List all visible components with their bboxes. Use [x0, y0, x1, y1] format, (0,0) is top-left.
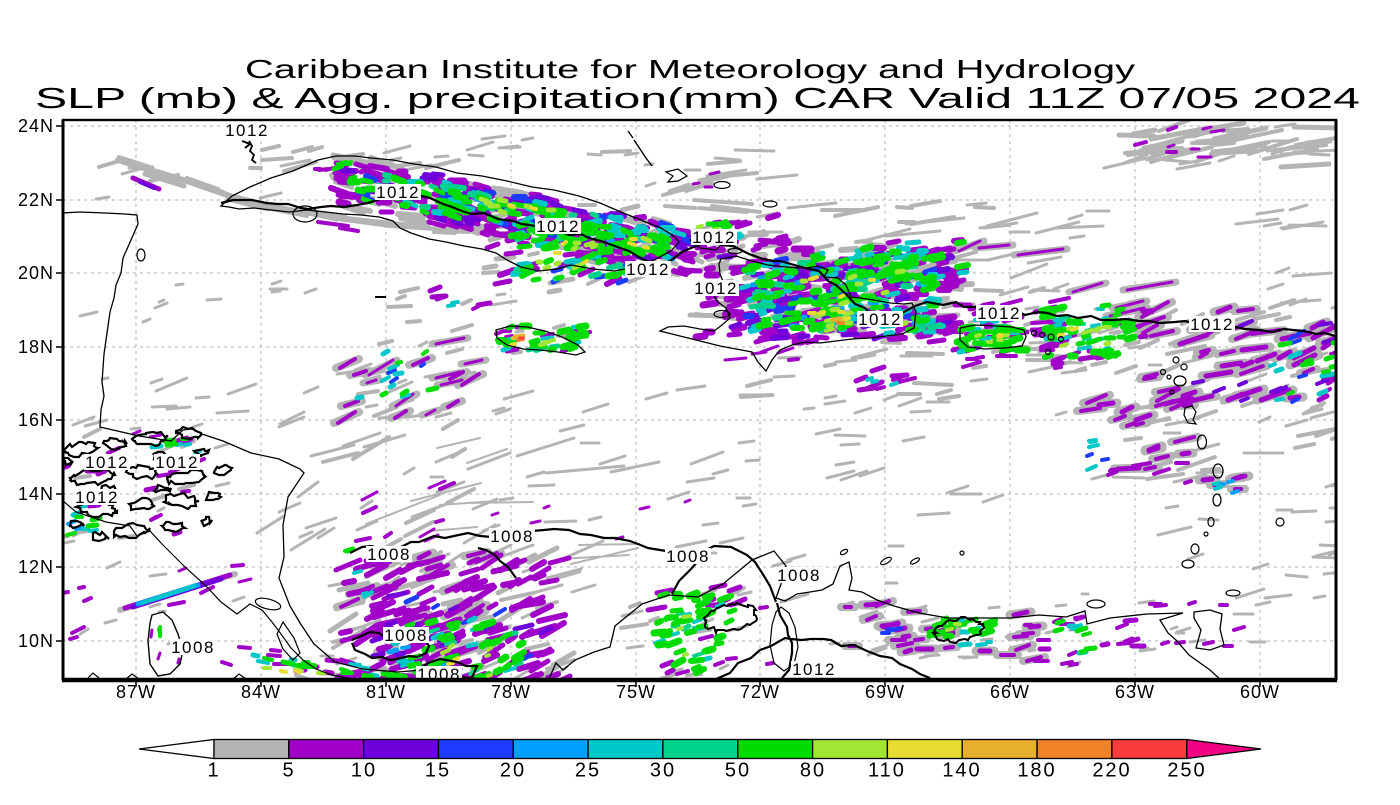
- svg-text:1012: 1012: [536, 217, 580, 236]
- svg-text:87W: 87W: [116, 682, 156, 702]
- svg-text:SLP (mb) & Agg. precipitation(: SLP (mb) & Agg. precipitation(mm) CAR Va…: [35, 83, 1360, 115]
- svg-text:140: 140: [942, 760, 981, 782]
- svg-text:1012: 1012: [376, 183, 420, 202]
- svg-text:180: 180: [1017, 760, 1056, 782]
- svg-text:1012: 1012: [75, 488, 119, 507]
- svg-text:1012: 1012: [858, 310, 902, 329]
- svg-text:1012: 1012: [225, 121, 269, 140]
- svg-text:10N: 10N: [18, 631, 54, 651]
- svg-text:1012: 1012: [977, 304, 1021, 323]
- svg-text:1012: 1012: [626, 260, 670, 279]
- svg-text:Caribbean Institute for Meteor: Caribbean Institute for Meteorology and …: [245, 54, 1135, 84]
- svg-text:1012: 1012: [1190, 315, 1234, 334]
- svg-text:75W: 75W: [616, 682, 656, 702]
- svg-text:18N: 18N: [18, 337, 54, 357]
- svg-text:69W: 69W: [865, 682, 905, 702]
- svg-text:1008: 1008: [171, 638, 215, 657]
- svg-text:60W: 60W: [1240, 682, 1280, 702]
- svg-text:220: 220: [1092, 760, 1131, 782]
- svg-text:250: 250: [1167, 760, 1206, 782]
- svg-text:84W: 84W: [241, 682, 281, 702]
- svg-text:15: 15: [425, 760, 451, 782]
- svg-text:63W: 63W: [1115, 682, 1155, 702]
- svg-text:1012: 1012: [85, 453, 129, 472]
- svg-text:14N: 14N: [18, 484, 54, 504]
- svg-text:72W: 72W: [740, 682, 780, 702]
- svg-text:1008: 1008: [384, 626, 428, 645]
- svg-text:1012: 1012: [694, 279, 738, 298]
- svg-text:24N: 24N: [18, 116, 54, 136]
- svg-text:66W: 66W: [990, 682, 1030, 702]
- svg-text:1008: 1008: [490, 527, 534, 546]
- svg-text:20N: 20N: [18, 263, 54, 283]
- svg-text:30: 30: [650, 760, 676, 782]
- svg-text:20: 20: [500, 760, 526, 782]
- svg-text:5: 5: [282, 760, 295, 782]
- svg-text:110: 110: [868, 760, 906, 782]
- svg-text:22N: 22N: [18, 190, 54, 210]
- svg-text:10: 10: [351, 760, 377, 782]
- svg-text:1012: 1012: [692, 228, 736, 247]
- svg-text:78W: 78W: [491, 682, 531, 702]
- svg-text:50: 50: [725, 760, 751, 782]
- svg-text:1012: 1012: [155, 453, 199, 472]
- svg-text:1008: 1008: [666, 547, 710, 566]
- svg-text:16N: 16N: [18, 410, 54, 430]
- svg-text:12N: 12N: [18, 557, 54, 577]
- svg-text:1008: 1008: [367, 545, 411, 564]
- svg-text:80: 80: [800, 760, 826, 782]
- svg-text:1012: 1012: [792, 660, 836, 679]
- svg-text:81W: 81W: [366, 682, 406, 702]
- svg-text:1008: 1008: [777, 566, 821, 585]
- svg-text:1: 1: [207, 760, 220, 782]
- svg-text:25: 25: [575, 760, 601, 782]
